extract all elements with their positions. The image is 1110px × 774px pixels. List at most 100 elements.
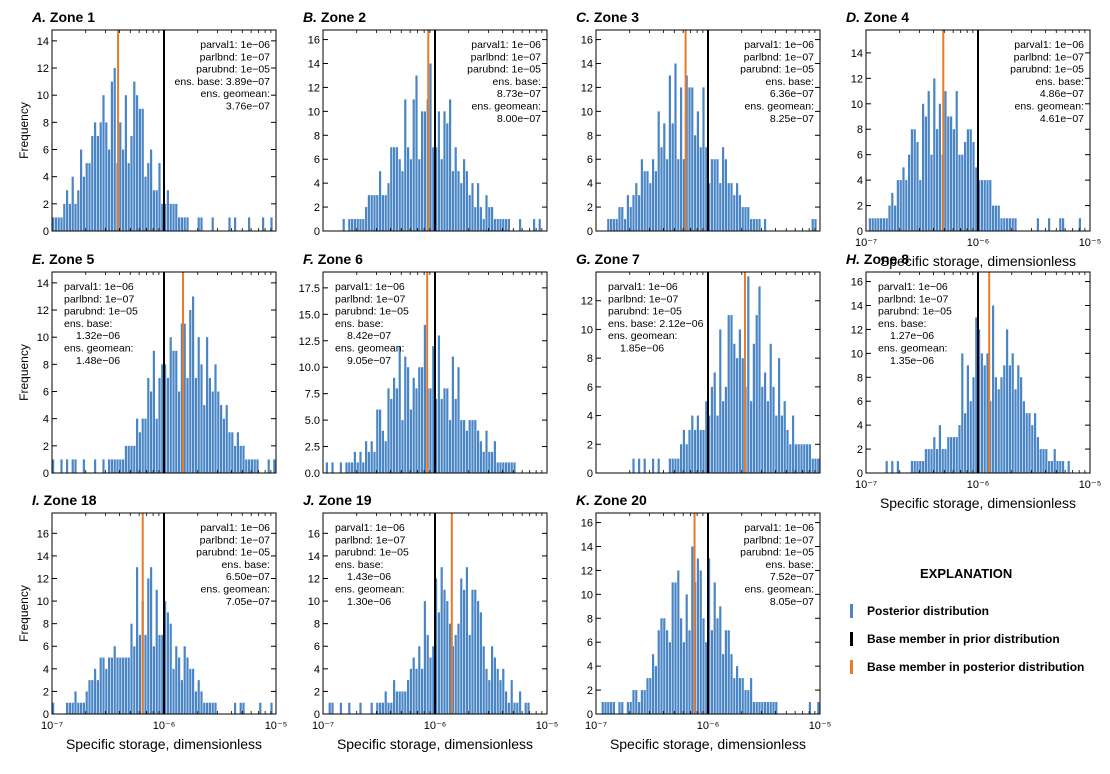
histogram-bar bbox=[451, 356, 454, 473]
y-tick-label: 10 bbox=[308, 596, 320, 608]
histogram-bar bbox=[1014, 218, 1017, 231]
annotation-line: ens. base: bbox=[1036, 76, 1084, 88]
histogram-bar bbox=[1042, 449, 1045, 473]
y-tick-label: 2 bbox=[43, 441, 49, 453]
histogram-bar bbox=[1020, 377, 1023, 473]
histogram-bar bbox=[744, 207, 747, 231]
x-axis-label: Specific storage, dimensionless bbox=[880, 253, 1076, 269]
histogram-bar bbox=[474, 207, 477, 231]
histogram-bar bbox=[415, 668, 418, 714]
histogram-bar bbox=[646, 171, 649, 231]
histogram-bar bbox=[401, 171, 404, 231]
histogram-bar bbox=[643, 690, 646, 714]
histogram-bar bbox=[136, 567, 139, 714]
annotation-line: 4.61e−07 bbox=[1040, 113, 1084, 125]
histogram-bar bbox=[208, 377, 211, 473]
histogram-bar bbox=[197, 680, 200, 714]
histogram-bar bbox=[214, 364, 217, 473]
histogram-bar bbox=[155, 190, 158, 231]
histogram-bar bbox=[197, 337, 200, 473]
histogram-bar bbox=[155, 418, 158, 473]
histogram-bar bbox=[161, 634, 164, 714]
annotation-line: ens. base: bbox=[335, 318, 383, 330]
histogram-bar bbox=[248, 217, 251, 231]
histogram-bar bbox=[228, 217, 231, 231]
histogram-bar bbox=[764, 372, 767, 473]
histogram-bar bbox=[348, 219, 351, 231]
histogram-bar bbox=[888, 205, 891, 231]
histogram-bar bbox=[432, 646, 435, 714]
histogram-bar bbox=[722, 147, 725, 231]
histogram-bar bbox=[150, 149, 153, 231]
annotation-line: 8.25e−07 bbox=[770, 113, 814, 125]
annotation-line: ens. geomean: bbox=[64, 343, 133, 355]
histogram-bar bbox=[668, 75, 671, 232]
histogram-bar bbox=[674, 458, 677, 473]
histogram-bar bbox=[708, 415, 711, 473]
histogram-bar bbox=[685, 444, 688, 473]
histogram-bar bbox=[440, 567, 443, 714]
histogram-bar bbox=[880, 218, 883, 231]
histogram-bar bbox=[404, 691, 407, 714]
histogram-bar bbox=[1036, 437, 1039, 473]
histogram-bar bbox=[144, 634, 147, 714]
histogram-bar bbox=[488, 451, 491, 473]
y-tick-label: 17.5 bbox=[299, 283, 320, 295]
histogram-bar bbox=[789, 444, 792, 473]
histogram-bar bbox=[454, 634, 457, 714]
histogram-bar bbox=[63, 203, 66, 231]
histogram-bar bbox=[102, 657, 105, 714]
y-tick-label: 10 bbox=[851, 99, 863, 111]
histogram-bar bbox=[211, 391, 214, 473]
histogram-bar bbox=[158, 163, 161, 231]
histogram-bar bbox=[351, 219, 354, 231]
histogram-bar bbox=[1006, 329, 1009, 473]
histogram-bar bbox=[387, 388, 390, 473]
histogram-bar bbox=[1008, 218, 1011, 231]
histogram-bar bbox=[376, 195, 379, 231]
histogram-bar bbox=[604, 702, 607, 714]
histogram-bar bbox=[978, 329, 981, 473]
histogram-bar bbox=[955, 91, 958, 231]
histogram-bar bbox=[482, 451, 485, 473]
legend-item-prior-base: Base member in prior distribution bbox=[850, 625, 1100, 653]
histogram-bar bbox=[166, 190, 169, 231]
histogram-bar bbox=[1059, 461, 1062, 473]
histogram-bar bbox=[437, 111, 440, 231]
histogram-bar bbox=[1045, 449, 1048, 473]
histogram-bar bbox=[800, 444, 803, 473]
annotation-line: 4.86e−07 bbox=[1040, 88, 1084, 100]
histogram-bar bbox=[465, 171, 468, 231]
panel-title: G. Zone 7 bbox=[576, 251, 640, 267]
y-tick-label: 16 bbox=[581, 35, 593, 47]
histogram-bar bbox=[443, 388, 446, 473]
histogram-bar bbox=[485, 430, 488, 473]
histogram-bar bbox=[178, 217, 181, 231]
y-tick-label: 16 bbox=[581, 518, 593, 530]
histogram-bar bbox=[211, 702, 214, 714]
annotation-line: parubnd: 1e−05 bbox=[335, 306, 409, 318]
histogram-bar bbox=[533, 219, 536, 231]
histogram-bar bbox=[607, 219, 610, 231]
histogram-bar bbox=[750, 219, 753, 231]
y-tick-label: 6 bbox=[43, 641, 49, 653]
histogram-bar bbox=[668, 642, 671, 714]
annotation-line: ens. base: bbox=[766, 559, 814, 571]
histogram-bar bbox=[955, 437, 958, 473]
panel-title: E. Zone 5 bbox=[32, 251, 94, 267]
histogram-bar bbox=[772, 386, 775, 473]
histogram-bar bbox=[738, 329, 741, 473]
histogram-bar bbox=[52, 459, 55, 473]
histogram-bar bbox=[713, 582, 716, 714]
histogram-bar bbox=[68, 702, 71, 714]
annotation-line: parval1: 1e−06 bbox=[744, 39, 814, 51]
y-tick-label: 14 bbox=[581, 59, 593, 71]
histogram-bar bbox=[660, 147, 663, 231]
histogram-bar bbox=[696, 415, 699, 473]
histogram-bar bbox=[482, 219, 485, 231]
y-tick-label: 0 bbox=[857, 226, 863, 238]
histogram-bar bbox=[1053, 449, 1056, 473]
histogram-bar bbox=[94, 459, 97, 473]
